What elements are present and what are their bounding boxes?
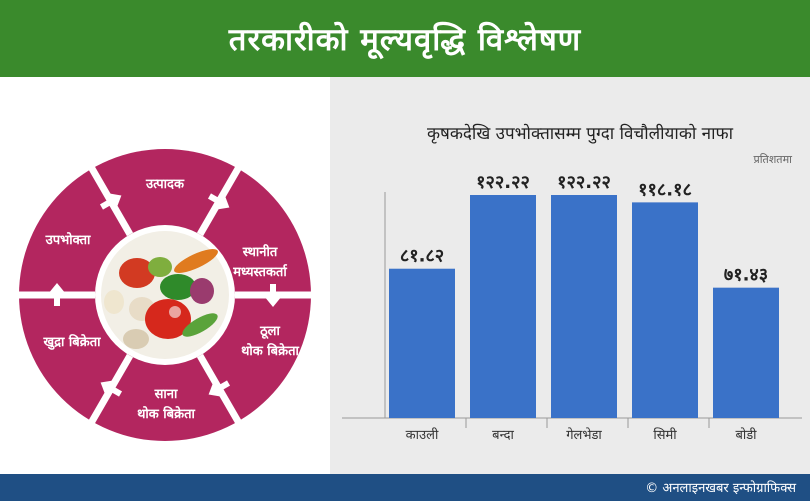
- supply-chain-cycle: उत्पादक स्थानीत मध्यस्तकर्ता ठूला थोक बिक्रे…: [17, 149, 313, 441]
- profit-bar-chart: कृषकदेखि उपभोक्तासम्म पुग्दा विचौलीयाको …: [342, 123, 802, 443]
- stage-label: स्थानीत मध्यस्तकर्ता: [232, 244, 287, 280]
- stage-label: खुद्रा बिक्रेता: [43, 334, 102, 350]
- header-banner: तरकारीको मूल्यवृद्धि विश्लेषण: [0, 0, 810, 77]
- category-label: काउली: [406, 427, 439, 443]
- bar-3: [551, 195, 617, 418]
- stage-label: साना थोक बिक्रेता: [137, 387, 195, 422]
- flow-arrow-icon: [264, 284, 282, 307]
- flow-arrow-icon: [100, 380, 123, 397]
- flow-arrow-icon: [207, 193, 230, 210]
- bar-4: [632, 202, 698, 418]
- supply-chain-panel: उत्पादक स्थानीत मध्यस्तकर्ता ठूला थोक बिक्रे…: [0, 77, 330, 474]
- bar-2: [470, 195, 536, 418]
- page-title: तरकारीको मूल्यवृद्धि विश्लेषण: [228, 21, 582, 58]
- chart-panel: कृषकदेखि उपभोक्तासम्म पुग्दा विचौलीयाको …: [330, 77, 810, 474]
- bar-value-label: ११८.१८: [638, 179, 692, 200]
- flow-arrow-icon: [48, 283, 66, 306]
- flow-arrow-icon: [208, 380, 231, 397]
- category-label: गेलभेडा: [566, 427, 602, 443]
- stage-label: ठूला थोक बिक्रेता: [241, 324, 299, 359]
- footer-bar: © अनलाइनखबर इन्फोग्राफिक्स: [0, 474, 810, 501]
- category-label: बोडी: [735, 427, 757, 443]
- vegetables-icon: [101, 231, 229, 359]
- footer-credit: © अनलाइनखबर इन्फोग्राफिक्स: [645, 481, 796, 496]
- stage-label: उत्पादक: [145, 177, 185, 192]
- chart-title: कृषकदेखि उपभोक्तासम्म पुग्दा विचौलीयाको …: [427, 123, 734, 144]
- category-label: सिमी: [653, 427, 677, 443]
- bar-5: [713, 287, 779, 418]
- flow-arrow-icon: [99, 193, 122, 210]
- bar-1: [389, 268, 455, 418]
- bar-value-label: १२२.२२: [476, 172, 530, 193]
- bar-value-label: ७१.४३: [724, 265, 768, 286]
- bar-value-label: १२२.२२: [557, 172, 611, 193]
- chart-subtitle: प्रतिशतमा: [753, 153, 792, 166]
- bar-value-label: ८१.८२: [400, 246, 444, 267]
- category-label: बन्दा: [492, 428, 514, 443]
- stage-label: उपभोक्ता: [45, 232, 91, 248]
